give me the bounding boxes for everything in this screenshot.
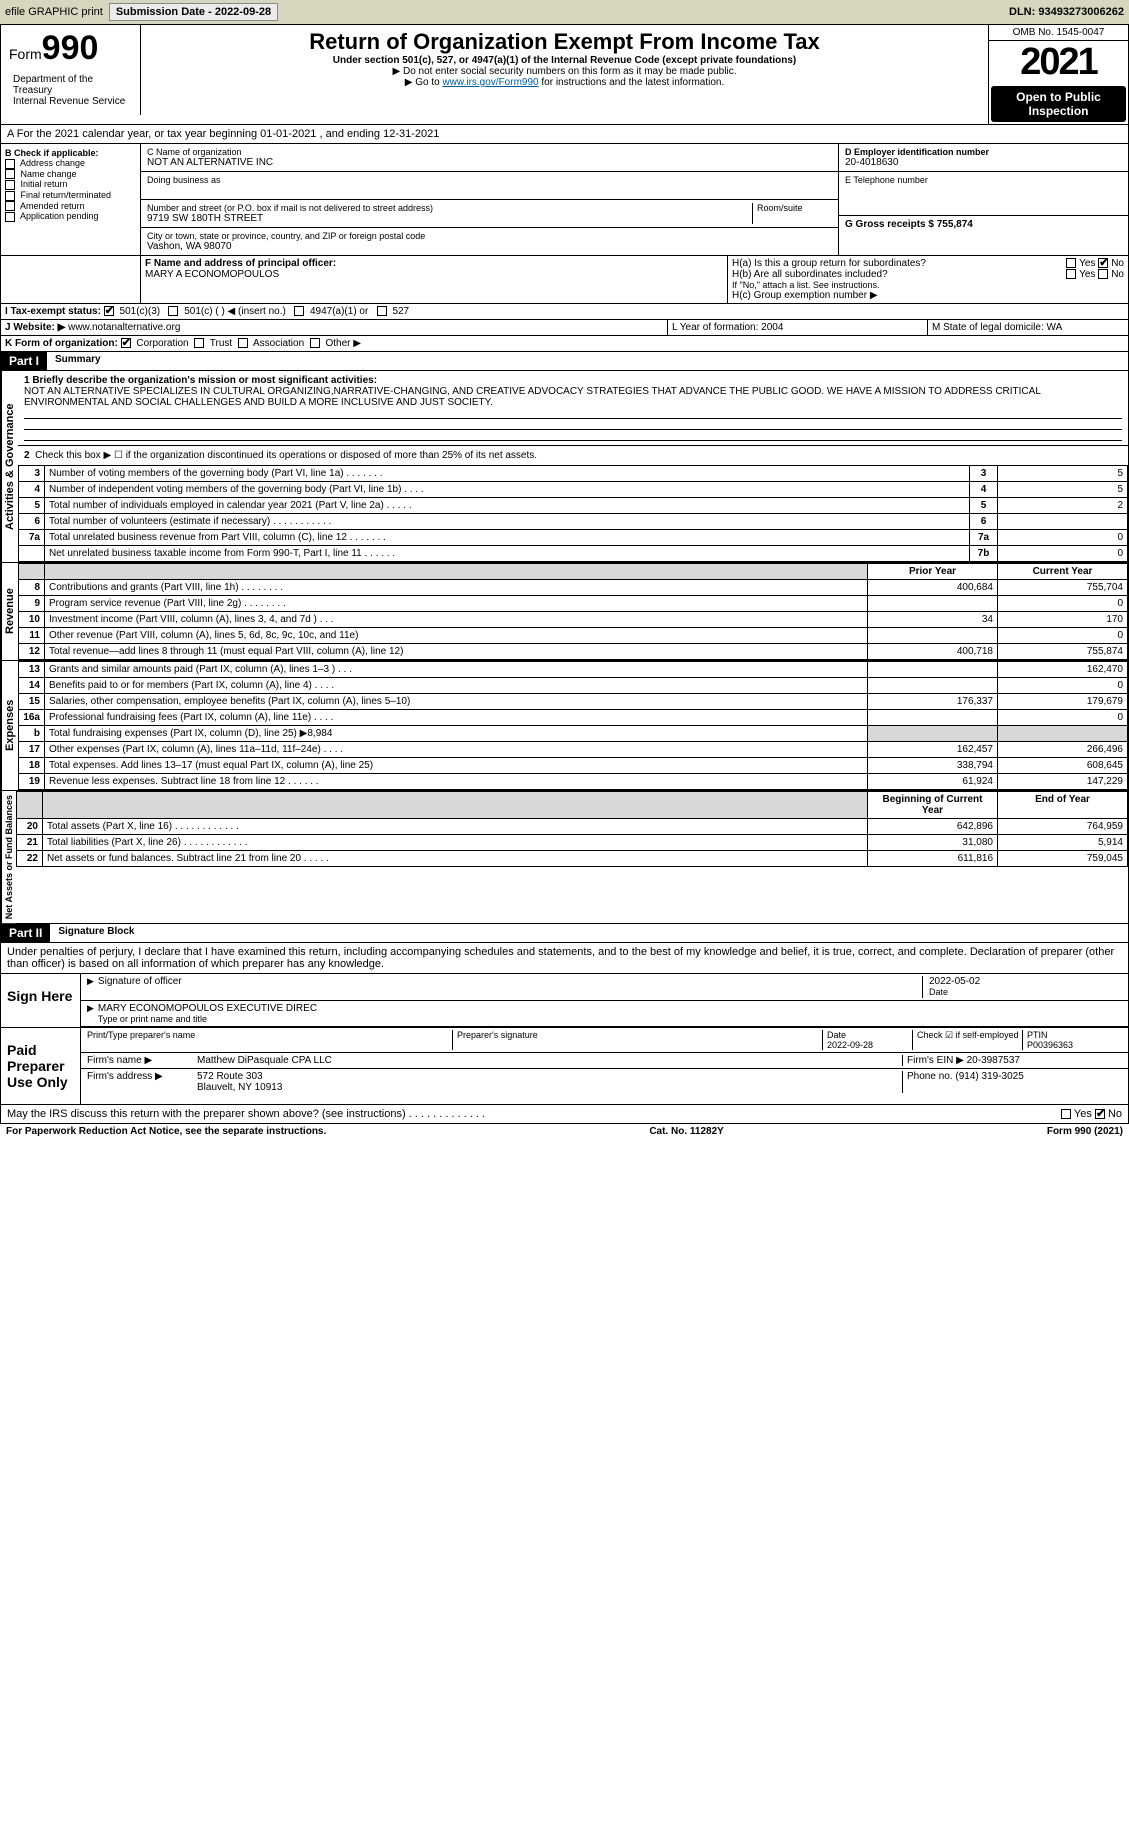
goto-hint: ▶ Go to www.irs.gov/Form990 for instruct… — [149, 77, 980, 88]
checkbox-application-pending[interactable]: Application pending — [5, 211, 136, 222]
sign-here-label: Sign Here — [1, 974, 81, 1027]
box-d-e-g: D Employer identification number 20-4018… — [838, 144, 1128, 255]
ptin: P00396363 — [1027, 1040, 1073, 1050]
h-b-answer: Yes No — [1066, 269, 1124, 280]
paid-preparer-label: Paid Preparer Use Only — [1, 1028, 81, 1104]
org-name: NOT AN ALTERNATIVE INC — [147, 157, 832, 168]
efile-topbar: efile GRAPHIC print Submission Date - 20… — [0, 0, 1129, 24]
may-irs-discuss: May the IRS discuss this return with the… — [0, 1105, 1129, 1124]
tax-year: 2021 — [989, 41, 1128, 84]
signature-block: Sign Here Signature of officer 2022-05-0… — [0, 974, 1129, 1105]
city-state-zip: Vashon, WA 98070 — [147, 241, 832, 252]
checkbox-address-change[interactable]: Address change — [5, 158, 136, 169]
firm-name: Matthew DiPasquale CPA LLC — [197, 1055, 902, 1066]
form-word: Form — [9, 46, 42, 62]
website: www.notanalternative.org — [68, 322, 180, 333]
f-h-row: F Name and address of principal officer:… — [0, 256, 1129, 304]
checkbox-final-return-terminated[interactable]: Final return/terminated — [5, 190, 136, 201]
checkbox-initial-return[interactable]: Initial return — [5, 179, 136, 190]
side-activities: Activities & Governance — [1, 371, 18, 562]
governance-table: 3Number of voting members of the governi… — [18, 465, 1128, 562]
mission-text: NOT AN ALTERNATIVE SPECIALIZES IN CULTUR… — [24, 386, 1122, 408]
checkbox-amended-return[interactable]: Amended return — [5, 201, 136, 212]
year-formation: L Year of formation: 2004 — [668, 320, 928, 335]
form-subtitle: Under section 501(c), 527, or 4947(a)(1)… — [149, 55, 980, 66]
principal-officer: MARY A ECONOMOPOULOS — [145, 269, 723, 280]
open-to-public: Open to Public Inspection — [991, 86, 1126, 122]
identity-block: B Check if applicable: Address change Na… — [0, 144, 1129, 256]
perjury-declaration: Under penalties of perjury, I declare th… — [0, 943, 1129, 974]
side-revenue: Revenue — [1, 563, 18, 660]
501c3-checkbox[interactable] — [104, 306, 114, 316]
tax-exempt-row: I Tax-exempt status: 501(c)(3) 501(c) ( … — [0, 304, 1129, 320]
h-a-answer: Yes No — [1066, 258, 1124, 269]
net-assets-table: Beginning of Current YearEnd of Year20To… — [16, 791, 1128, 867]
state-domicile: M State of legal domicile: WA — [928, 320, 1128, 335]
firm-ein: 20-3987537 — [967, 1055, 1020, 1066]
corporation-checkbox[interactable] — [121, 338, 131, 348]
box-c: C Name of organization NOT AN ALTERNATIV… — [141, 144, 838, 255]
box-b: B Check if applicable: Address change Na… — [1, 144, 141, 255]
ssn-hint: ▶ Do not enter social security numbers o… — [149, 66, 980, 77]
form-title: Return of Organization Exempt From Incom… — [149, 29, 980, 55]
section-a: A For the 2021 calendar year, or tax yea… — [0, 125, 1129, 144]
part2-hdr: Part II — [1, 924, 50, 942]
website-row: J Website: ▶ www.notanalternative.org L … — [0, 320, 1129, 336]
sig-date-val: 2022-05-02 — [929, 976, 980, 987]
form-of-org-row: K Form of organization: Corporation Trus… — [0, 336, 1129, 352]
revenue-table: Prior YearCurrent Year8Contributions and… — [18, 563, 1128, 660]
street-address: 9719 SW 180TH STREET — [147, 213, 752, 224]
officer-name: MARY ECONOMOPOULOS EXECUTIVE DIREC — [98, 1003, 317, 1014]
year-block: OMB No. 1545-0047 2021 Open to Public In… — [988, 25, 1128, 124]
ein: 20-4018630 — [845, 157, 1122, 168]
part2-title: Signature Block — [50, 924, 142, 942]
firm-phone: (914) 319-3025 — [955, 1071, 1023, 1082]
omb-number: OMB No. 1545-0047 — [989, 25, 1128, 41]
dept-label: Department of the Treasury Internal Reve… — [9, 68, 132, 113]
form-number: 990 — [42, 29, 99, 67]
irs-link[interactable]: www.irs.gov/Form990 — [442, 77, 538, 88]
page-footer: For Paperwork Reduction Act Notice, see … — [0, 1124, 1129, 1139]
efile-label: efile GRAPHIC print — [5, 6, 103, 18]
form-header: Form990 Department of the Treasury Inter… — [0, 24, 1129, 125]
part1-hdr: Part I — [1, 352, 47, 370]
expenses-table: 13Grants and similar amounts paid (Part … — [18, 661, 1128, 790]
side-net-assets: Net Assets or Fund Balances — [1, 791, 16, 923]
dln-label: DLN: 93493273006262 — [1009, 6, 1124, 18]
part1-title: Summary — [47, 352, 109, 370]
submission-date-btn[interactable]: Submission Date - 2022-09-28 — [109, 3, 278, 21]
form-number-block: Form990 Department of the Treasury Inter… — [1, 25, 141, 115]
checkbox-name-change[interactable]: Name change — [5, 169, 136, 180]
side-expenses: Expenses — [1, 661, 18, 790]
title-block: Return of Organization Exempt From Incom… — [141, 25, 988, 92]
gross-receipts: G Gross receipts $ 755,874 — [845, 219, 1122, 230]
